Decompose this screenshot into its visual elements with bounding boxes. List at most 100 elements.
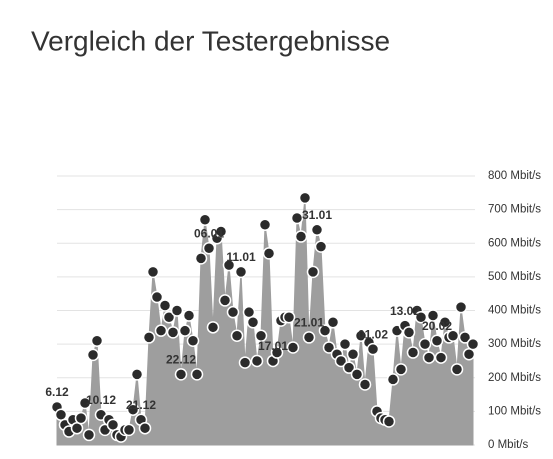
marker (402, 326, 416, 339)
marker (234, 265, 248, 279)
marker (166, 326, 180, 339)
marker (454, 300, 468, 314)
marker (90, 334, 104, 348)
y-tick-label: 200 Mbit/s (488, 372, 541, 384)
y-tick-label: 500 Mbit/s (488, 271, 541, 283)
data-label: 11.01 (226, 250, 256, 264)
marker (282, 310, 296, 324)
marker (354, 329, 368, 342)
data-label: 17.01 (258, 339, 288, 353)
marker (82, 428, 96, 442)
marker (366, 342, 380, 356)
y-tick-label: 600 Mbit/s (488, 237, 541, 249)
marker (346, 347, 360, 361)
data-label: 21.12 (126, 398, 156, 412)
marker (334, 354, 348, 368)
marker (434, 351, 448, 364)
marker (418, 337, 432, 351)
marker (182, 309, 196, 322)
marker (126, 403, 140, 416)
marker (290, 211, 304, 225)
y-tick-label: 0 Mbit/s (488, 439, 529, 451)
marker (286, 341, 300, 354)
marker (162, 310, 176, 324)
marker (142, 331, 156, 344)
marker (446, 329, 460, 342)
marker (74, 411, 88, 425)
marker (326, 316, 340, 329)
marker (310, 223, 324, 237)
marker (130, 368, 144, 381)
marker (406, 346, 420, 359)
marker (194, 252, 208, 265)
marker (314, 240, 328, 253)
marker (338, 337, 352, 351)
data-label: 21.01 (294, 316, 324, 330)
marker (426, 309, 440, 322)
data-label: 01.02 (358, 327, 388, 341)
marker (222, 258, 236, 272)
marker (174, 368, 188, 381)
marker (382, 415, 396, 428)
marker (302, 331, 316, 344)
y-tick-label: 100 Mbit/s (488, 405, 541, 417)
marker (322, 341, 336, 354)
marker (438, 316, 452, 329)
marker (238, 356, 252, 369)
marker (298, 191, 312, 205)
marker (198, 213, 212, 226)
y-tick-label: 700 Mbit/s (488, 204, 541, 216)
data-label: 06.01 (194, 226, 224, 240)
data-label: 22.12 (166, 353, 196, 367)
marker (458, 331, 472, 344)
data-label: 10.12 (86, 393, 116, 407)
data-label: 31.01 (302, 208, 332, 222)
marker (250, 354, 264, 368)
marker (190, 368, 204, 381)
data-label: 6.12 (45, 385, 69, 399)
marker (214, 225, 228, 238)
marker (262, 247, 276, 260)
marker (158, 299, 172, 312)
marker (226, 305, 240, 319)
marker (230, 329, 244, 342)
marker (78, 396, 92, 410)
marker (306, 265, 320, 279)
marker (86, 348, 100, 362)
marker (294, 230, 308, 243)
marker (386, 373, 400, 386)
marker (430, 334, 444, 348)
marker (154, 324, 168, 337)
marker (394, 363, 408, 376)
marker (206, 321, 220, 334)
marker (146, 265, 160, 279)
marker (342, 361, 356, 374)
marker (466, 337, 480, 351)
marker (170, 304, 184, 317)
area (56, 197, 474, 446)
marker (450, 363, 464, 376)
marker (150, 290, 164, 304)
marker (254, 329, 268, 342)
data-label: 20.02 (422, 319, 452, 333)
marker (122, 423, 136, 437)
chart-title: Vergleich der Testergebnisse (31, 25, 390, 56)
data-label: 13.02 (390, 304, 420, 318)
marker (350, 368, 364, 381)
marker (414, 310, 428, 324)
marker (270, 346, 284, 359)
y-tick-label: 800 Mbit/s (488, 170, 541, 182)
y-tick-label: 300 Mbit/s (488, 338, 541, 350)
marker (138, 421, 152, 435)
marker (218, 294, 232, 307)
y-tick-label: 400 Mbit/s (488, 305, 541, 317)
marker (202, 242, 216, 255)
marker (422, 351, 436, 364)
marker (186, 334, 200, 348)
marker (318, 324, 332, 337)
marker (246, 316, 260, 329)
marker (358, 378, 372, 391)
marker (258, 218, 272, 232)
